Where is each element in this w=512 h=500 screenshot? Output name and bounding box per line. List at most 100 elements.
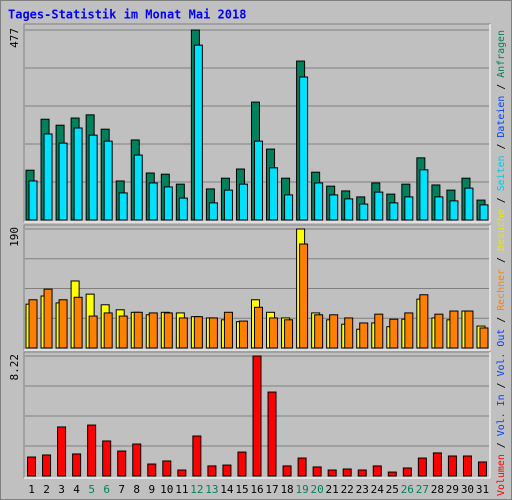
bar (238, 183, 248, 221)
bar (133, 154, 143, 221)
x-tick-label: 18 (280, 483, 293, 496)
bar (479, 204, 489, 221)
bar (299, 243, 309, 349)
bar (118, 315, 128, 349)
bar (192, 435, 202, 477)
legend-entry: Vol. In (496, 394, 507, 436)
x-tick-label: 30 (461, 483, 474, 496)
bar (88, 134, 98, 221)
x-tick-label: 22 (341, 483, 354, 496)
bar (103, 312, 113, 349)
x-tick-label: 28 (431, 483, 444, 496)
bar (223, 189, 233, 221)
x-tick-label: 27 (416, 483, 429, 496)
bar (314, 182, 324, 221)
legend-separator: / (496, 377, 507, 395)
bar (389, 202, 399, 221)
legend-entry: Dateien (496, 96, 507, 138)
legend-entry: Vol. Out (496, 329, 507, 377)
bar (419, 169, 429, 221)
y-tick-label: 8.22 (8, 354, 21, 381)
legend-separator: / (496, 191, 507, 209)
bar (252, 355, 262, 477)
bar (387, 471, 397, 477)
bar (133, 311, 143, 349)
bar (464, 187, 474, 221)
legend-separator: / (496, 251, 507, 269)
bar (208, 202, 218, 221)
legend-entry: Anfragen (496, 30, 507, 78)
bar (284, 194, 294, 221)
bar (284, 319, 294, 349)
bar (269, 167, 279, 221)
x-tick-label: 17 (265, 483, 278, 496)
x-tick-label: 1 (28, 483, 35, 496)
bar (449, 310, 459, 349)
bar (222, 464, 232, 477)
legend-entry: Rechner (496, 269, 507, 311)
bar (374, 191, 384, 221)
bar (449, 200, 459, 221)
legend-entry: Volumen (496, 454, 507, 496)
x-tick-label: 29 (446, 483, 459, 496)
x-tick-label: 16 (250, 483, 263, 496)
bar (28, 299, 38, 349)
bar (432, 452, 442, 477)
x-tick-label: 15 (235, 483, 248, 496)
bar (177, 469, 187, 477)
bar (178, 197, 188, 221)
x-tick-label: 12 (190, 483, 203, 496)
x-tick-label: 10 (160, 483, 173, 496)
x-tick-label: 23 (356, 483, 369, 496)
bar (102, 440, 112, 477)
bar (359, 322, 369, 349)
bar (464, 310, 474, 349)
bar (193, 316, 203, 349)
bar (72, 453, 82, 477)
bar (88, 315, 98, 349)
bar (374, 313, 384, 349)
x-tick-label: 14 (220, 483, 234, 496)
bar (282, 465, 292, 477)
bar (402, 467, 412, 477)
x-tick-label: 8 (133, 483, 140, 496)
bar (73, 296, 83, 349)
bar (58, 299, 68, 349)
x-tick-label: 11 (175, 483, 188, 496)
legend-entry: Seiten (496, 155, 507, 191)
bar (87, 424, 97, 477)
chart-title: Tages-Statistik im Monat Mai 2018 (8, 8, 246, 22)
bar (342, 468, 352, 477)
bar (57, 426, 67, 477)
bar (357, 469, 367, 477)
bar (208, 317, 218, 349)
y-tick-label: 190 (8, 227, 21, 247)
bar (447, 455, 457, 477)
bar (434, 313, 444, 349)
bar (223, 311, 233, 349)
x-tick-label: 25 (386, 483, 399, 496)
bar (477, 461, 487, 477)
bar (404, 196, 414, 221)
bar (163, 186, 173, 221)
bar (479, 327, 489, 349)
bar (314, 314, 324, 349)
bar (417, 457, 427, 477)
x-tick-label: 31 (476, 483, 489, 496)
bar (43, 288, 53, 349)
x-tick-label: 21 (326, 483, 339, 496)
x-tick-label: 5 (88, 483, 95, 496)
x-tick-label: 2 (43, 483, 50, 496)
y-tick-label: 477 (8, 28, 21, 48)
bar (299, 76, 309, 221)
bar (237, 451, 247, 477)
bar (147, 463, 157, 477)
legend-separator: / (496, 311, 507, 329)
x-tick-label: 6 (103, 483, 110, 496)
bar (269, 317, 279, 349)
bar (42, 454, 52, 477)
bar (148, 182, 158, 221)
bar (178, 317, 188, 349)
bar (297, 457, 307, 477)
bar (434, 196, 444, 221)
